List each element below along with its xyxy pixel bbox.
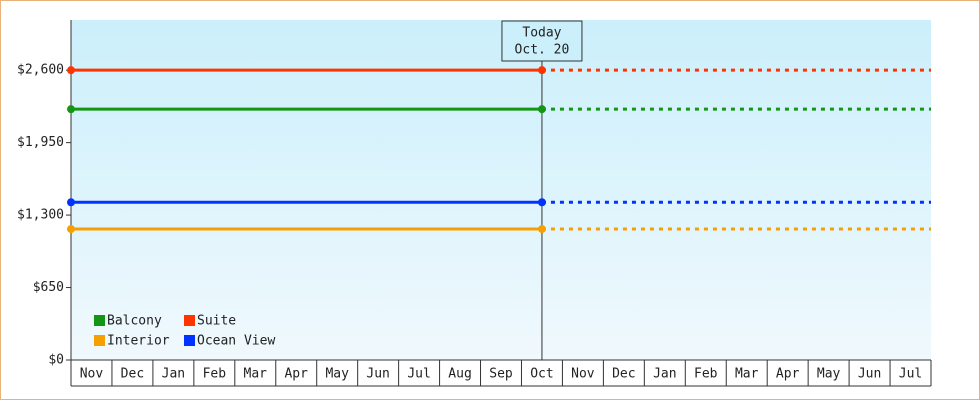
legend-label: Ocean View (197, 334, 275, 349)
x-tick-label: Aug (448, 367, 471, 382)
legend-swatch (184, 335, 195, 346)
legend-swatch (184, 315, 195, 326)
x-tick-label: May (817, 367, 841, 382)
x-tick-label: Jul (407, 367, 430, 382)
legend-swatch (94, 335, 105, 346)
plot-area (71, 20, 931, 360)
today-title: Today (522, 26, 561, 41)
x-tick-label: Nov (571, 367, 595, 382)
legend-label: Interior (107, 334, 170, 349)
x-tick-label: Oct (530, 367, 553, 382)
point (67, 105, 75, 114)
point (537, 198, 546, 207)
legend-swatch (94, 315, 105, 326)
x-tick-label: Mar (244, 367, 268, 382)
x-tick-label: Nov (80, 367, 104, 382)
x-tick-label: Feb (203, 367, 227, 382)
today-date: Oct. 20 (515, 43, 570, 58)
y-tick-label: $1,300 (17, 208, 64, 223)
legend-label: Suite (197, 314, 236, 329)
today-box (501, 20, 583, 62)
x-tick-label: May (325, 367, 349, 382)
legend-label: Balcony (107, 314, 162, 329)
point (537, 105, 546, 114)
point (537, 225, 546, 234)
x-tick-label: Jan (653, 367, 676, 382)
x-tick-label: Dec (121, 367, 144, 382)
y-tick-label: $650 (33, 280, 64, 295)
x-tick-label: Jul (899, 367, 922, 382)
y-tick-label: $1,950 (17, 135, 64, 150)
x-tick-label: Mar (735, 367, 759, 382)
x-tick-label: Feb (694, 367, 718, 382)
x-tick-label: Jan (162, 367, 185, 382)
x-tick-label: Apr (776, 367, 800, 382)
y-tick-label: $2,600 (17, 63, 64, 78)
x-tick-label: Apr (284, 367, 308, 382)
y-tick-label: $0 (48, 353, 64, 368)
point (67, 198, 75, 207)
point (67, 66, 75, 75)
point (67, 225, 75, 234)
x-tick-label: Jun (366, 367, 389, 382)
x-tick-label: Sep (489, 367, 513, 382)
x-tick-label: Jun (858, 367, 881, 382)
point (537, 66, 546, 75)
x-tick-label: Dec (612, 367, 635, 382)
